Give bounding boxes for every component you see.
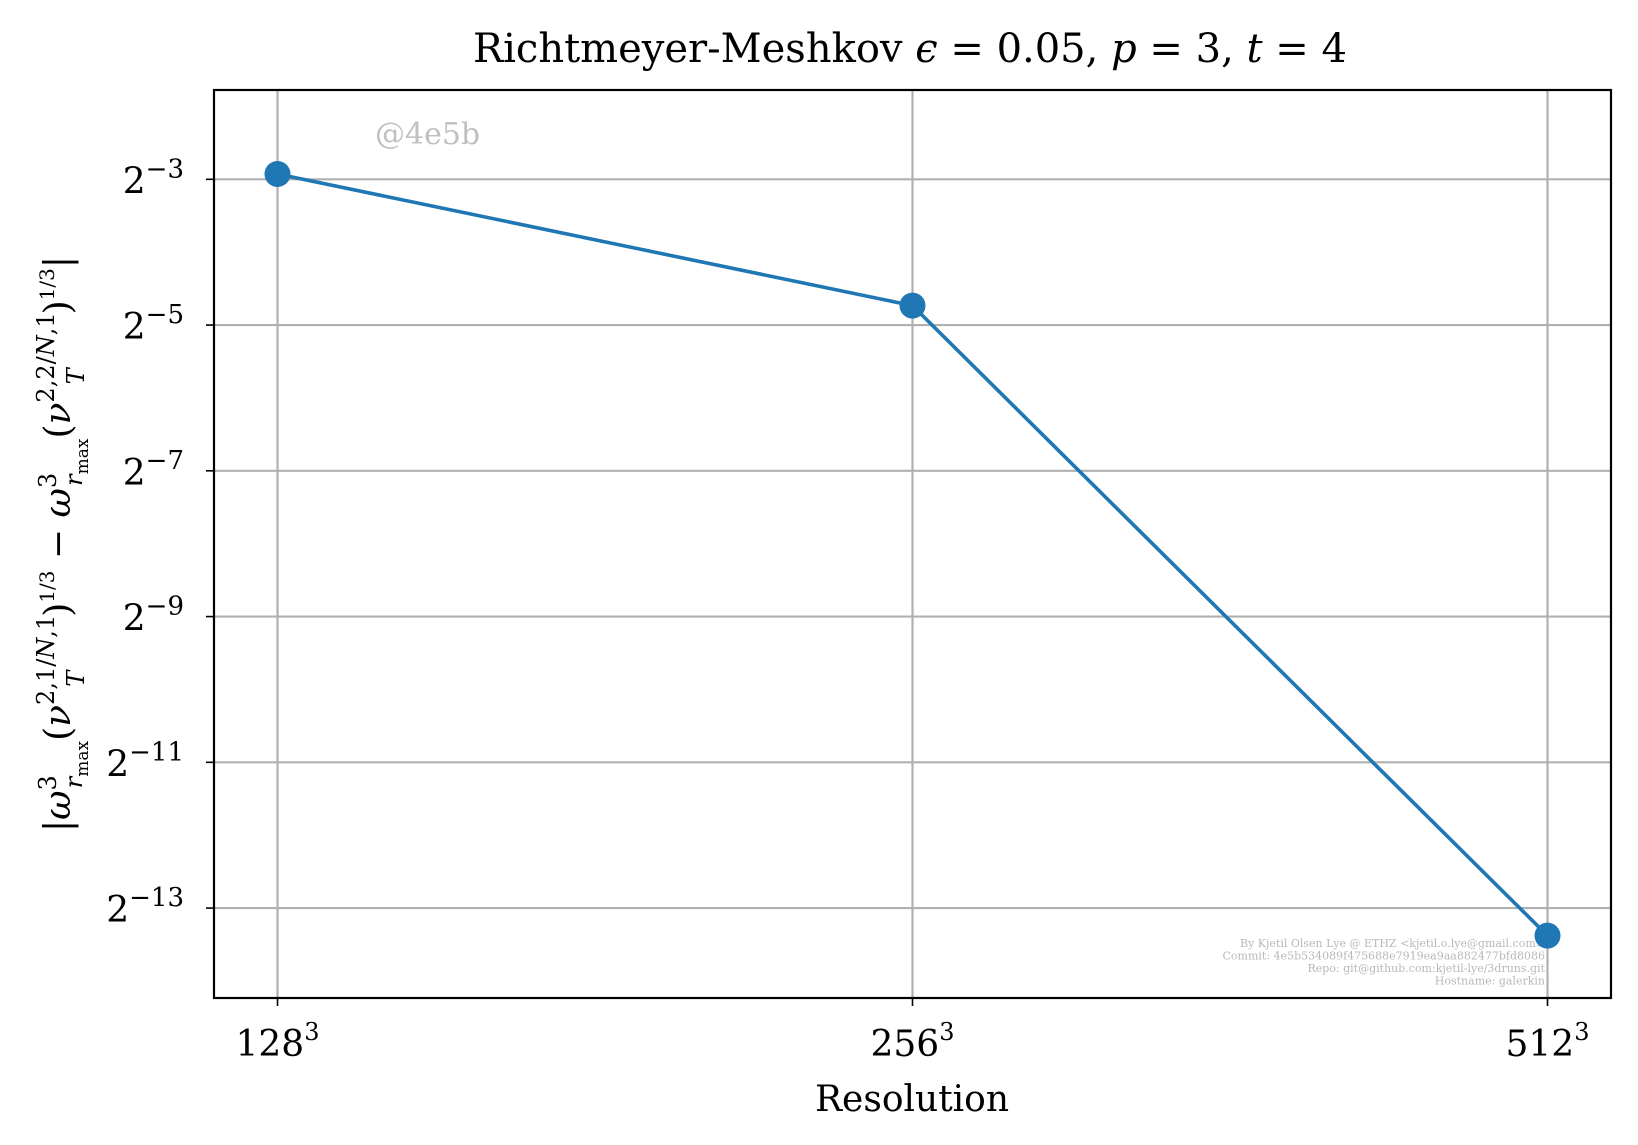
data-point [899, 292, 926, 319]
axis-ticks [206, 178, 1549, 1006]
grid [214, 90, 1611, 998]
footer-line: Commit: 4e5b534089f475688e7919ea9aa88247… [1223, 950, 1545, 963]
x-tick-label: 1283 [236, 1018, 320, 1065]
footer-line: Repo: git@github.com:kjetil-lye/3druns.g… [1307, 962, 1545, 975]
footer-line: By Kjetil Olsen Lye @ ETHZ <kjetil.o.lye… [1240, 937, 1545, 950]
y-tick-label: 2−11 [106, 737, 184, 785]
y-tick-label: 2−3 [123, 154, 184, 202]
y-tick-label: 2−13 [106, 883, 184, 931]
y-tick-label: 2−7 [123, 446, 184, 494]
x-axis-label: Resolution [815, 1079, 1009, 1120]
y-tick-labels: 2−3 2−5 2−7 2−9 2−11 2−13 [106, 154, 184, 931]
y-axis-label: |ω3rmax(ν2,1/N,1T)1/3 − ω3rmax(ν2,2/N,1T… [32, 256, 93, 832]
x-tick-label: 2563 [871, 1018, 955, 1065]
data-point [1534, 922, 1561, 949]
footer-credits: By Kjetil Olsen Lye @ ETHZ <kjetil.o.lye… [1223, 937, 1546, 988]
data-point [264, 160, 291, 187]
y-tick-label: 2−5 [123, 300, 184, 348]
plot-frame [212, 88, 1613, 1000]
series [264, 160, 1561, 949]
footer-line: Hostname: galerkin [1435, 975, 1545, 988]
y-tick-label: 2−9 [123, 592, 184, 640]
x-tick-label: 5123 [1506, 1018, 1590, 1065]
watermark: @4e5b [375, 117, 480, 152]
chart-title: Richtmeyer-Meshkov ϵ = 0.05, p = 3, t = … [473, 26, 1347, 72]
x-tick-labels: 1283 2563 5123 [236, 1018, 1590, 1065]
